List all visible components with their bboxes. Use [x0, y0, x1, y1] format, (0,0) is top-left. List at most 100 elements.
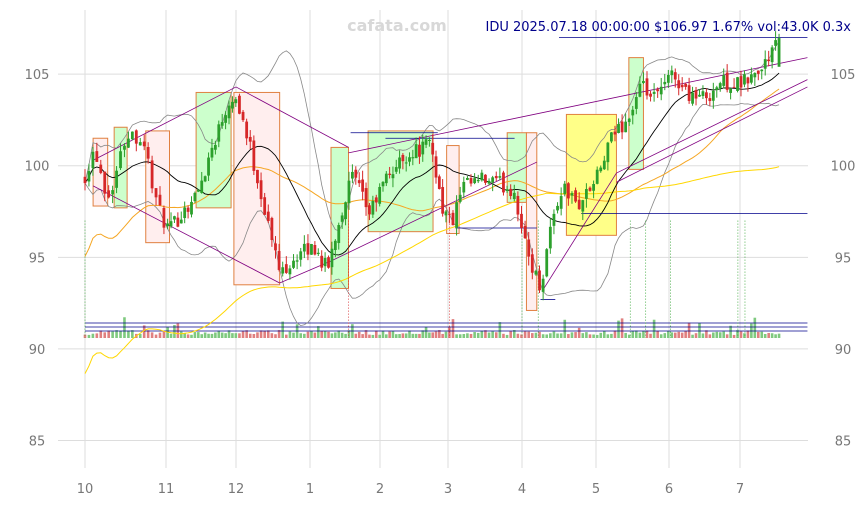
- candle-body: [111, 190, 115, 195]
- volume-bar: [277, 330, 281, 338]
- candle-body: [705, 92, 708, 99]
- candle-body: [227, 105, 231, 119]
- y-tick-label-left: 100: [25, 160, 50, 175]
- volume-bar: [154, 334, 158, 338]
- volume-bar: [374, 330, 378, 338]
- candle-body: [231, 101, 234, 109]
- volume-bar: [638, 332, 642, 338]
- volume-bar: [91, 333, 95, 338]
- volume-bar: [559, 333, 563, 338]
- candle-body: [115, 170, 118, 188]
- candle-body: [627, 118, 631, 123]
- volume-bar: [107, 330, 110, 338]
- volume-bar: [115, 330, 118, 338]
- volume-bar: [736, 330, 739, 338]
- x-tick-label: 12: [228, 482, 245, 497]
- candle-body: [162, 207, 166, 228]
- channel-line: [542, 172, 617, 291]
- volume-bar: [398, 334, 401, 338]
- volume-bar: [217, 330, 221, 338]
- volume-bar: [631, 330, 635, 338]
- volume-bar: [127, 330, 130, 338]
- candle-body: [252, 140, 256, 171]
- candle-body: [559, 196, 563, 209]
- volume-bar: [760, 331, 764, 338]
- candle-body: [418, 144, 421, 157]
- volume-bar: [347, 330, 351, 338]
- volume-bar: [111, 331, 114, 338]
- candle-body: [183, 207, 187, 219]
- candle-body: [150, 160, 154, 189]
- candle-body: [552, 213, 556, 226]
- y-tick-label-right: 105: [831, 68, 856, 83]
- candle-body: [354, 169, 358, 178]
- volume-bar: [173, 325, 176, 338]
- channel-line: [348, 57, 808, 154]
- volume-bar: [207, 333, 210, 338]
- volume-bar: [570, 332, 574, 338]
- candle-body: [498, 176, 502, 178]
- volume-bar: [538, 331, 541, 338]
- candle-body: [670, 70, 674, 76]
- volume-bar: [663, 333, 667, 338]
- candle-body: [494, 175, 498, 179]
- volume-bar: [563, 319, 567, 338]
- candle-body: [138, 142, 142, 146]
- volume-bar: [368, 334, 371, 338]
- candle-body: [691, 92, 694, 104]
- volume-bar: [303, 333, 306, 338]
- candlesticks: [83, 31, 781, 301]
- volume-bar: [715, 331, 719, 338]
- volume-bar: [434, 331, 438, 338]
- candle-body: [210, 147, 214, 158]
- volume-bar: [119, 330, 122, 338]
- volume-bar: [494, 332, 498, 338]
- volume-bar: [606, 334, 610, 338]
- volume-bar: [320, 331, 323, 338]
- candle-body: [527, 239, 531, 257]
- candle-body: [715, 87, 719, 91]
- candle-body: [545, 249, 549, 277]
- candle-body: [711, 90, 715, 101]
- candle-body: [263, 197, 267, 215]
- volume-bar: [722, 331, 725, 338]
- candle-body: [364, 188, 368, 208]
- y-tick-label-right: 90: [835, 343, 852, 358]
- candle-body: [207, 157, 210, 176]
- volume-bar: [214, 332, 217, 338]
- candle-body: [656, 89, 660, 92]
- volume-bar: [169, 333, 173, 338]
- candle-body: [394, 167, 398, 172]
- volume-bar: [613, 330, 617, 338]
- volume-bar: [414, 333, 418, 338]
- candle-body: [756, 70, 760, 74]
- candle-body: [378, 186, 382, 204]
- candle-body: [169, 221, 173, 227]
- volume-bar: [123, 317, 126, 338]
- moving-averages: [84, 72, 780, 374]
- candle-body: [617, 123, 620, 133]
- volume-bar: [656, 331, 659, 338]
- candle-body: [259, 180, 263, 200]
- volume-bar: [224, 333, 227, 338]
- volume-bar: [701, 333, 705, 338]
- volume-bar: [642, 331, 645, 338]
- candle-body: [302, 243, 306, 252]
- candle-body: [306, 243, 310, 255]
- volume-bar: [552, 331, 556, 338]
- candle-body: [505, 189, 509, 192]
- candle-body: [424, 139, 428, 145]
- volume-bar: [310, 331, 313, 338]
- candle-body: [534, 270, 538, 275]
- volume-bar: [428, 332, 431, 338]
- volume-bar: [649, 333, 652, 338]
- candle-body: [574, 190, 577, 202]
- ma-short-line: [84, 72, 780, 256]
- candle-body: [266, 211, 270, 222]
- candle-body: [437, 176, 441, 189]
- volume-bar: [285, 334, 288, 338]
- volume-bar: [238, 333, 241, 338]
- grid-layer: [58, 10, 808, 468]
- volume-bar: [388, 331, 391, 338]
